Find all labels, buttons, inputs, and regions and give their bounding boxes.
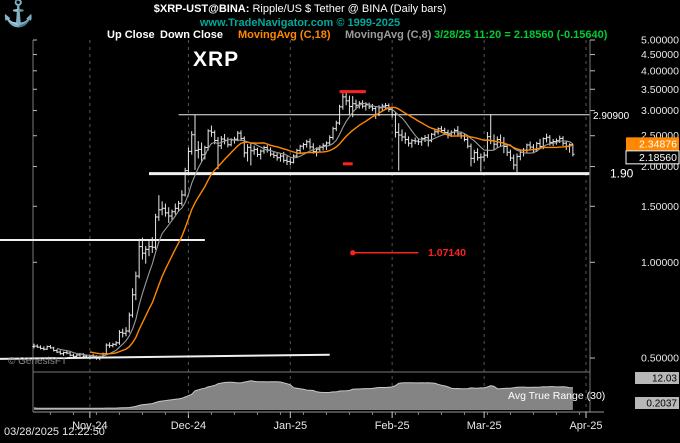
legend-down-close[interactable]: Down Close xyxy=(160,29,223,41)
atr-label: Avg True Range (30) xyxy=(508,390,605,402)
candlestick-bars xyxy=(32,92,575,361)
svg-text:Jan-25: Jan-25 xyxy=(273,420,307,432)
svg-text:0.50000: 0.50000 xyxy=(641,353,679,365)
chart-frame xyxy=(32,40,604,413)
chart-title-description: Ripple/US $ Tether @ BINA (Daily bars) xyxy=(249,3,447,15)
svg-text:1.07140: 1.07140 xyxy=(428,247,466,259)
website-copyright: www.TradeNavigator.com © 1999-2025 xyxy=(199,17,401,29)
svg-text:Dec-24: Dec-24 xyxy=(171,420,206,432)
svg-text:2.34876: 2.34876 xyxy=(639,138,677,150)
symbol-watermark: XRP xyxy=(193,48,240,71)
status-timestamp: 03/28/2025 12:22:50 xyxy=(4,426,105,438)
legend-up-close[interactable]: Up Close xyxy=(107,29,155,41)
x-axis-labels: Nov-24 Dec-24 Jan-25 Feb-25 Mar-25 Apr-25 xyxy=(49,412,603,432)
atr-indicator: Avg True Range (30) 12.03 0.2037 xyxy=(33,372,679,410)
genesis-copyright: © GenesisFT xyxy=(8,356,68,367)
vertical-gridlines xyxy=(89,40,587,412)
movingavg-18-line[interactable] xyxy=(89,106,574,355)
svg-text:4.00000: 4.00000 xyxy=(641,65,679,77)
svg-text:Mar-25: Mar-25 xyxy=(467,420,502,432)
legend-movingavg-8[interactable]: MovingAvg (C,8) xyxy=(345,29,432,41)
svg-text:4.50000: 4.50000 xyxy=(641,49,679,61)
quote-readout: 3/28/25 11:20 = 2.18560 (-0.15640) xyxy=(434,29,608,41)
price-axis-boxes: 2.34876 2.18560 xyxy=(625,137,680,165)
movingavg-8-line[interactable] xyxy=(56,102,574,357)
svg-text:2.90900: 2.90900 xyxy=(593,111,630,122)
svg-text:Apr-25: Apr-25 xyxy=(569,420,602,432)
red-annotations[interactable]: 1.07140 xyxy=(339,90,467,260)
svg-text:3.50000: 3.50000 xyxy=(641,84,679,96)
anchor-logo-icon: ⚓ xyxy=(2,0,35,28)
svg-text:3.00000: 3.00000 xyxy=(641,105,679,117)
legend-movingavg-18[interactable]: MovingAvg (C,18) xyxy=(238,29,331,41)
svg-text:2.18560: 2.18560 xyxy=(639,152,677,164)
svg-text:1.50000: 1.50000 xyxy=(641,201,679,213)
svg-text:5.00000: 5.00000 xyxy=(641,35,679,47)
svg-text:0.2037: 0.2037 xyxy=(646,399,677,410)
svg-text:1.90: 1.90 xyxy=(610,167,634,181)
svg-text:Feb-25: Feb-25 xyxy=(375,420,410,432)
chart-title-symbol: $XRP-UST@BINA: xyxy=(153,3,250,15)
chart-title: $XRP-UST@BINA: Ripple/US $ Tether @ BINA… xyxy=(0,3,600,15)
svg-text:1.00000: 1.00000 xyxy=(641,257,679,269)
drawn-trendlines[interactable] xyxy=(0,114,590,360)
svg-text:Nov-24: Nov-24 xyxy=(72,420,107,432)
trendline-price-labels: 2.90900 1.90 xyxy=(593,111,634,181)
svg-text:12.03: 12.03 xyxy=(652,374,677,385)
